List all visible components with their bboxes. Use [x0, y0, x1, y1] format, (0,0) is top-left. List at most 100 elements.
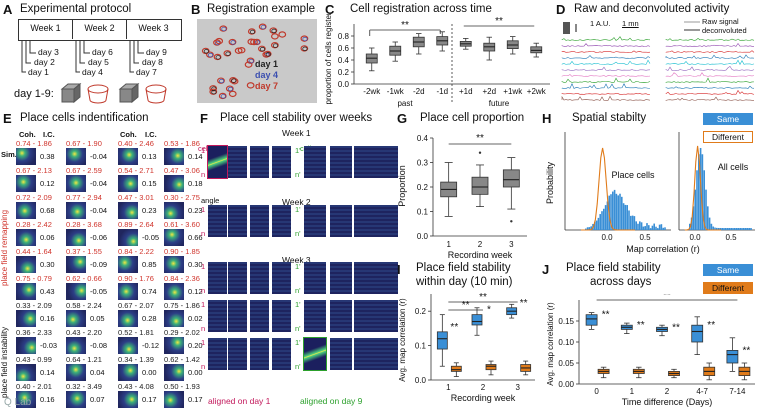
e-rate-map — [66, 148, 86, 165]
trace — [665, 38, 755, 41]
f-raster-map — [272, 262, 291, 294]
e-sim-value: 0.14 — [188, 152, 203, 161]
i-box-same — [436, 314, 448, 367]
h-bar — [588, 227, 591, 230]
trace — [561, 93, 651, 95]
f-raster-map — [303, 337, 327, 371]
cell-footprint — [217, 77, 225, 84]
c-xtick-label: +1d — [459, 87, 473, 96]
e-coh-ic-value: 0.53 - 1.86 — [164, 139, 200, 148]
h-diff-line — [684, 145, 721, 231]
e-side-label-remap: place field remapping — [0, 209, 9, 286]
h-bar — [621, 196, 623, 230]
f-raster-map — [250, 205, 269, 237]
h-bar — [626, 205, 628, 230]
e-sim-value: 0.12 — [40, 179, 55, 188]
h-bar — [734, 228, 736, 230]
h-bar — [612, 191, 614, 230]
f-raster-map — [207, 145, 228, 179]
e-coh-ic-value: 0.90 - 1.76 — [118, 274, 154, 283]
e-sim-value: 0.06 — [40, 233, 55, 242]
e-coh-ic-value: 0.75 - 1.86 — [164, 301, 200, 310]
cell-footprint — [302, 46, 308, 51]
g-ylabel: Proportion — [397, 165, 407, 207]
cell-footprint — [270, 42, 279, 49]
box — [450, 365, 462, 372]
j-sig-star: ** — [672, 322, 680, 333]
e-sim-value: 0.14 — [40, 368, 55, 377]
e-header: I.C. — [43, 130, 55, 139]
cell-footprint — [257, 45, 266, 52]
h-bar — [735, 228, 738, 230]
j-xtick-label: 1 — [630, 387, 635, 396]
h-bar — [648, 225, 650, 230]
e-sim-value: 0.20 — [188, 341, 203, 350]
d-legend-raw: Raw signal — [702, 17, 739, 26]
d-time-scale: 1 mn — [622, 19, 639, 28]
cell-footprint — [258, 23, 267, 30]
e-coh-ic-value: 0.32 - 3.49 — [66, 382, 102, 391]
e-sim-value: 0.38 — [40, 152, 55, 161]
h-bar — [698, 154, 700, 230]
e-rate-map — [164, 175, 184, 192]
g-xtick-label: 1 — [446, 240, 451, 249]
e-sim-value: 0.12 — [188, 287, 203, 296]
d-scale-label: 1 A.U. — [590, 19, 611, 28]
trace — [561, 83, 651, 89]
e-sim-value: 0.23 — [142, 206, 157, 215]
e-coh-ic-value: 0.67 - 2.13 — [16, 166, 52, 175]
e-sim-value: -0.09 — [90, 260, 108, 269]
h-bar — [624, 204, 627, 230]
panel-g-title: Place cell proportion — [420, 112, 525, 124]
f-row-label: n — [201, 286, 206, 295]
trace — [665, 85, 755, 89]
cell-footprint — [260, 24, 266, 30]
ytick-label: 0.4 — [417, 134, 429, 143]
cell-footprint — [249, 29, 255, 35]
h-bar — [701, 154, 704, 230]
f-raster-map — [376, 338, 398, 370]
cell-footprint — [225, 51, 231, 56]
f-row-label-green: n' — [295, 362, 301, 371]
e-rate-map — [118, 256, 138, 273]
e-rate-map — [118, 283, 138, 300]
h-bar — [639, 221, 641, 230]
week-3-box: Week 3 — [138, 23, 169, 33]
h-bar — [690, 217, 693, 230]
g-xtick-label: 3 — [509, 240, 514, 249]
e-coh-ic-value: 0.89 - 2.64 — [118, 220, 154, 229]
cell-footprint — [246, 57, 255, 64]
g-box — [502, 157, 520, 210]
i-box-diff — [450, 362, 462, 377]
h-bar — [601, 211, 603, 230]
f-raster-map — [376, 205, 398, 237]
day-label: day 6 — [92, 47, 113, 57]
h-ylabel: Probability — [545, 161, 555, 204]
j-box-diff — [632, 366, 645, 379]
f-raster-map — [330, 300, 352, 332]
box — [471, 176, 489, 195]
cell-footprint — [229, 76, 238, 84]
f-row-label-green: 1' — [295, 146, 301, 155]
day-label: day 8 — [142, 57, 163, 67]
cell-footprint — [215, 55, 221, 60]
f-raster-map — [376, 262, 398, 294]
i-xtick-label: 2 — [481, 383, 486, 392]
f-row-label: n — [201, 229, 206, 238]
f-row-label: n — [201, 362, 206, 371]
box — [436, 331, 448, 350]
h-xtick-label: 0.0 — [689, 233, 701, 242]
f-raster-map — [250, 338, 269, 370]
ytick-label: 0.2 — [415, 307, 427, 316]
f-week1: Week 1 — [282, 128, 311, 138]
f-raster-map — [304, 146, 326, 178]
h-bar — [714, 227, 716, 230]
f-footer-day9: aligned on day 9 — [300, 396, 363, 406]
cell-footprint — [215, 37, 224, 45]
h-bar — [640, 222, 643, 230]
box — [502, 169, 520, 188]
e-coh-ic-value: 0.61 - 3.60 — [164, 220, 200, 229]
e-rate-map — [164, 229, 184, 246]
e-header: Coh. — [120, 130, 137, 139]
